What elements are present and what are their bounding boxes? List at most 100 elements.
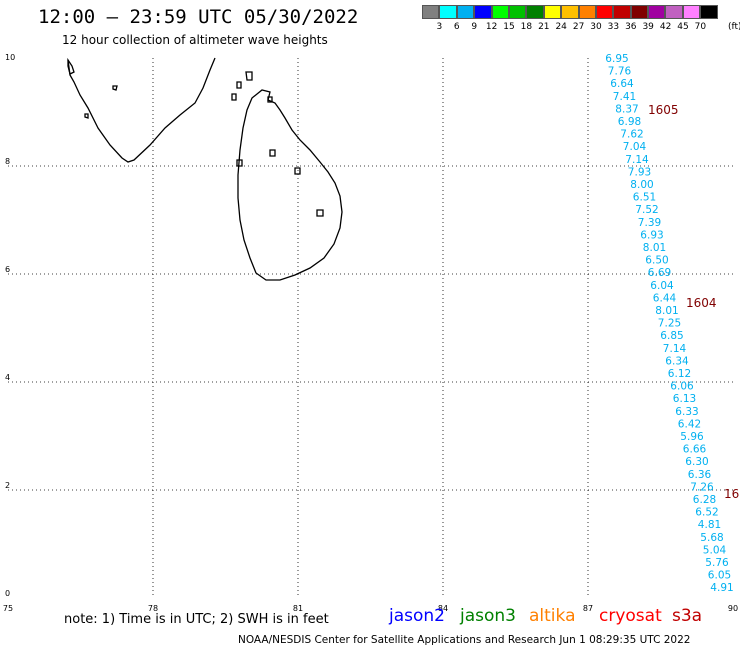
legend-swatch [543,5,562,19]
wave-height-value: 5.76 [705,557,729,569]
legend-swatch [439,5,457,19]
wave-height-value: 7.25 [658,318,681,330]
x-tick-label: 87 [583,604,593,613]
axis-ticks: 75 78 81 84 87 90 0 2 4 6 8 10 [3,53,738,613]
wave-height-value: 6.30 [685,456,708,468]
wave-height-value: 6.66 [683,444,707,456]
wave-height-value: 7.62 [620,129,643,141]
wave-height-value: 8.01 [643,242,666,254]
island [316,209,324,217]
satellite-name: cryosat [599,606,662,626]
island [267,96,273,103]
wave-height-value: 7.14 [625,154,649,166]
legend-label: 15 [503,22,515,32]
x-tick-label: 78 [148,604,158,613]
wave-height-value: 7.41 [613,91,636,103]
island [112,85,118,91]
legend-label: 30 [590,22,602,32]
island [84,113,89,119]
wave-height-value: 4.91 [710,582,733,594]
track-label: 16 [724,487,739,501]
legend-label: 6 [453,22,460,32]
wave-height-value: 6.12 [668,368,691,380]
legend-label: 42 [659,22,672,32]
island [231,93,237,101]
wave-height-value: 6.52 [695,507,718,519]
legend-label: 27 [572,22,585,32]
satellite-name: jason2 [389,606,445,626]
wave-height-value: 6.33 [675,406,698,418]
wave-height-value: 6.50 [645,255,668,267]
wave-height-value: 5.04 [703,544,727,556]
legend-swatch [682,5,701,19]
track-label: 1605 [648,103,679,117]
x-tick-label: 81 [293,604,303,613]
wave-height-value: 6.28 [693,494,716,506]
legend-swatch [578,5,596,19]
satellite-name: s3a [672,606,703,626]
legend-label: 24 [555,22,567,32]
wave-height-value: 6.34 [665,355,689,367]
map-subtitle: 12 hour collection of altimeter wave hei… [62,33,328,47]
x-tick-label: 90 [728,604,738,613]
wave-height-value: 6.64 [610,78,634,90]
y-tick-label: 4 [5,373,10,382]
island [245,71,253,81]
wave-height-value: 7.52 [635,204,658,216]
wave-height-value: 5.96 [680,431,704,443]
legend-swatch [456,5,475,19]
wave-height-values: 6.957.766.647.418.376.987.627.047.147.93… [605,53,733,594]
legend-swatch [648,5,666,19]
legend-label: 45 [677,22,689,32]
legend-unit: (ft) [728,22,740,32]
wave-height-value: 6.98 [618,116,641,128]
wave-height-value: 6.51 [633,192,656,204]
island [269,149,276,157]
wave-height-value: 8.37 [615,103,638,115]
wave-height-value: 5.68 [700,532,723,544]
satellite-name: altika [529,606,576,626]
wave-height-value: 8.00 [630,179,653,191]
wave-height-value: 6.42 [678,418,701,430]
wave-height-value: 7.14 [663,343,687,355]
wave-height-value: 6.44 [653,292,677,304]
legend-label: 21 [538,22,550,32]
legend-label: 70 [694,22,707,32]
wave-height-value: 6.69 [648,267,671,279]
track-label: 1604 [686,296,717,310]
map-title: 12:00 – 23:59 UTC 05/30/2022 [38,6,359,28]
wave-height-value: 6.95 [605,53,628,65]
coastline [67,57,343,281]
island [236,159,243,167]
wave-height-value: 6.05 [708,570,731,582]
legend-swatch [508,5,527,19]
legend-swatch [613,5,631,19]
grid-lines [8,58,733,598]
legend-swatch [491,5,509,19]
legend-swatch [474,5,492,19]
wave-height-value: 7.04 [623,141,647,153]
x-tick-label: 84 [438,604,448,613]
wave-height-value: 7.39 [638,217,661,229]
island [294,167,301,175]
note-text: note: 1) Time is in UTC; 2) SWH is in fe… [64,612,329,627]
island [67,57,75,75]
y-tick-label: 10 [5,53,15,62]
footer-credit: NOAA/NESDIS Center for Satellite Applica… [238,634,691,646]
legend-label: 3 [436,22,443,32]
legend-label: 12 [485,22,498,32]
legend-swatch [526,5,544,19]
wave-height-value: 6.36 [688,469,712,481]
legend-label: 9 [471,22,478,32]
legend-label: 33 [607,22,620,32]
y-tick-label: 6 [5,265,10,274]
legend-swatch [595,5,614,19]
legend-swatch [561,5,579,19]
y-tick-label: 0 [5,589,10,598]
track-labels: 1605 1604 16 [648,103,739,501]
wave-height-value: 6.06 [670,381,694,393]
wave-height-value: 6.85 [660,330,683,342]
legend-label: 36 [625,22,637,32]
legend-swatch [700,5,718,19]
